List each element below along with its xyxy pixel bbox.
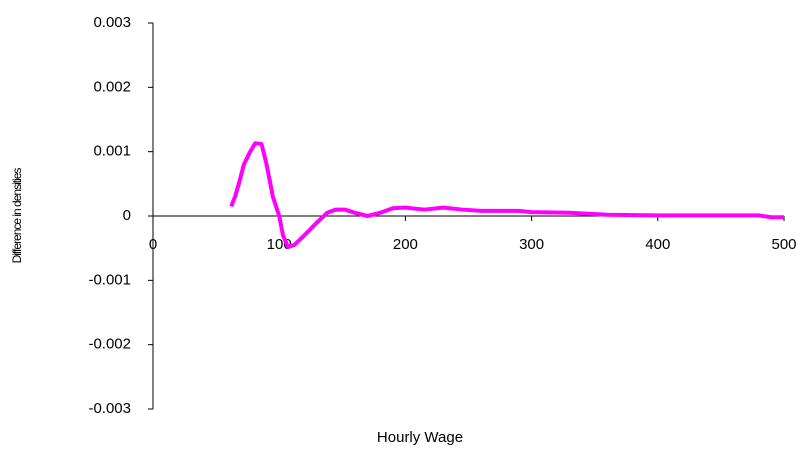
x-tick-label: 200 (393, 236, 418, 253)
x-tick-label: 300 (519, 236, 544, 253)
y-axis-label: Difference in densities (10, 168, 24, 264)
y-tick-label: -0.002 (88, 336, 131, 353)
x-tick-label: 0 (149, 236, 157, 253)
data-line (229, 141, 784, 249)
y-tick-label: 0.002 (93, 78, 131, 95)
y-tick-label: -0.003 (88, 400, 131, 417)
x-tick-label: 400 (645, 236, 670, 253)
y-tick-label: 0 (123, 207, 131, 224)
y-tick-label: -0.001 (88, 271, 131, 288)
x-axis-label: Hourly Wage (377, 429, 463, 446)
x-tick-label: 500 (771, 236, 796, 253)
y-tick-label: 0.003 (93, 14, 131, 31)
y-tick-label: 0.001 (93, 143, 131, 160)
